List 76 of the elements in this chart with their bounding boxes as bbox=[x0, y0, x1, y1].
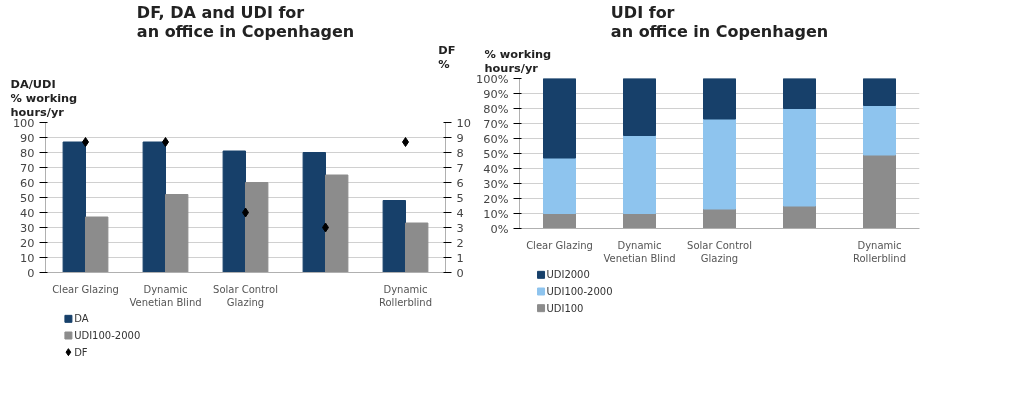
y2-tick-label: 1 bbox=[456, 250, 464, 265]
point bbox=[402, 137, 409, 147]
bar bbox=[543, 78, 576, 159]
y2-tick-label: 0 bbox=[456, 265, 464, 280]
x-tick-label: Clear Glazing bbox=[526, 239, 593, 251]
y-tick-label: 80 bbox=[20, 145, 35, 160]
y-tick-label: 80% bbox=[483, 101, 509, 116]
legend-label: DA bbox=[74, 313, 89, 325]
bar bbox=[703, 78, 736, 120]
bar bbox=[623, 78, 656, 136]
bar bbox=[325, 174, 349, 273]
bar bbox=[783, 205, 816, 229]
x-tick-label: Dynamic Rollerblind bbox=[852, 239, 907, 264]
bar bbox=[783, 108, 816, 207]
point bbox=[82, 137, 89, 147]
bar bbox=[405, 222, 429, 273]
y-tick-label: 40 bbox=[20, 205, 35, 220]
y2-axis-title: DF % bbox=[438, 42, 456, 71]
y2-tick-label: 4 bbox=[456, 205, 464, 220]
y2-tick-label: 8 bbox=[456, 145, 464, 160]
y2-tick-label: 5 bbox=[456, 190, 464, 205]
legend-label: UDI2000 bbox=[546, 269, 590, 281]
legend-label: DF bbox=[74, 346, 88, 358]
bar bbox=[245, 182, 269, 273]
x-tick-label: Dynamic Venetian Blind bbox=[129, 283, 202, 308]
y-tick-label: 50% bbox=[483, 146, 509, 161]
bar bbox=[863, 154, 896, 229]
y2-tick-label: 3 bbox=[456, 220, 464, 235]
bar bbox=[623, 213, 656, 229]
bar bbox=[302, 152, 326, 273]
bar bbox=[142, 141, 166, 273]
bar bbox=[222, 150, 246, 273]
bar bbox=[703, 208, 736, 229]
y-tick-label: 0% bbox=[490, 221, 509, 236]
chart-title: UDI for an office in Copenhagen bbox=[610, 2, 829, 41]
y-tick-label: 10 bbox=[20, 250, 35, 265]
bar bbox=[85, 216, 109, 273]
y-tick-label: 0 bbox=[27, 265, 35, 280]
legend-label: UDI100-2000 bbox=[74, 330, 141, 341]
y2-tick-label: 9 bbox=[456, 130, 464, 145]
x-tick-label: Solar Control Glazing bbox=[687, 239, 752, 264]
legend-label: UDI100-2000 bbox=[546, 286, 613, 297]
bar bbox=[543, 213, 576, 229]
y-tick-label: 40% bbox=[483, 161, 509, 176]
bar bbox=[783, 78, 816, 109]
y2-tick-label: 10 bbox=[456, 115, 471, 130]
y-tick-label: 60% bbox=[483, 131, 509, 146]
y-tick-label: 70% bbox=[483, 116, 509, 131]
y-tick-label: 30 bbox=[20, 220, 35, 235]
x-tick-label: Dynamic Venetian Blind bbox=[603, 239, 676, 264]
legend-label: UDI100 bbox=[546, 302, 584, 314]
y-tick-label: 30% bbox=[483, 176, 509, 191]
point bbox=[162, 137, 169, 147]
y-tick-label: 70 bbox=[20, 160, 35, 175]
bar bbox=[703, 118, 736, 210]
y-tick-label: 20 bbox=[20, 235, 35, 250]
y-tick-label: 10% bbox=[483, 206, 509, 221]
chart-title: DF, DA and UDI for an office in Copenhagen bbox=[136, 2, 355, 41]
y-tick-label: 50 bbox=[20, 190, 35, 205]
x-tick-label: Clear Glazing bbox=[52, 283, 119, 295]
y2-tick-label: 7 bbox=[456, 160, 464, 175]
y-tick-label: 90% bbox=[483, 86, 509, 101]
x-tick-label: Dynamic Rollerblind bbox=[378, 283, 433, 308]
y-tick-label: 60 bbox=[20, 175, 35, 190]
y-tick-label: 20% bbox=[483, 191, 509, 206]
bar bbox=[165, 194, 189, 273]
y2-tick-label: 6 bbox=[456, 175, 464, 190]
bar bbox=[382, 200, 406, 273]
bar bbox=[62, 141, 86, 273]
bar bbox=[623, 135, 656, 214]
bar bbox=[543, 157, 576, 214]
y-tick-label: 90 bbox=[20, 130, 35, 145]
y2-tick-label: 2 bbox=[456, 235, 464, 250]
bar bbox=[863, 78, 896, 106]
x-tick-label: Solar Control Glazing bbox=[213, 283, 278, 308]
bar bbox=[863, 105, 896, 156]
